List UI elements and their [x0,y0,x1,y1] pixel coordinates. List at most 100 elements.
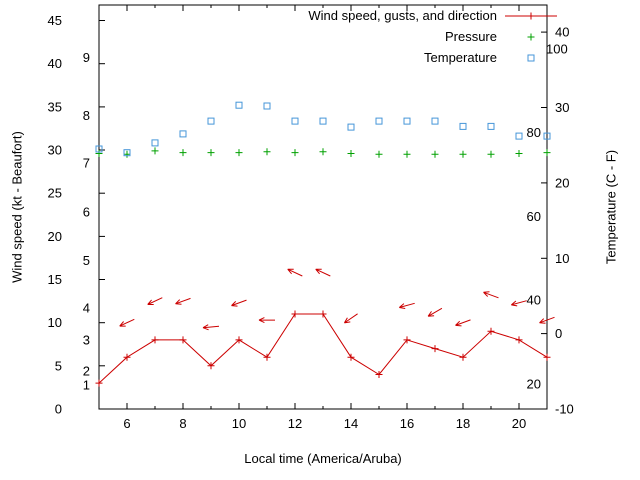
fahrenheit-scale-label: 80 [527,125,541,140]
beaufort-scale-label: 8 [83,108,90,123]
temperature-marker [207,117,215,125]
gust-direction-arrow [147,297,163,305]
wind-marker [123,353,131,361]
pressure-marker [123,150,131,158]
y-left-tick-label: 10 [48,315,62,330]
temperature-marker [487,122,495,130]
temperature-marker [123,149,131,157]
wind-marker [319,310,327,318]
wind-marker [403,336,411,344]
x-tick-label: 14 [344,416,358,431]
temperature-marker [431,117,439,125]
pressure-marker [207,149,215,157]
gust-direction-arrow [539,316,555,324]
x-tick-label: 20 [512,416,526,431]
y-left-tick-label: 45 [48,13,62,28]
legend-marker-pressure [503,30,559,44]
pressure-marker [515,150,523,157]
y-left-tick-label: 15 [48,272,62,287]
temperature-marker [263,102,271,110]
legend-item-wind: Wind speed, gusts, and direction [308,5,559,26]
y-right-tick-label: 20 [555,175,569,190]
x-tick-label: 6 [123,416,130,431]
beaufort-scale-label: 5 [83,253,90,268]
fahrenheit-scale-label: 20 [527,376,541,391]
y-left-tick-label: 30 [48,143,62,158]
wind-marker [515,336,523,344]
temperature-marker [375,117,383,125]
wind-line [98,313,548,384]
pressure-marker [151,147,159,155]
wind-marker [179,336,187,344]
gust-direction-arrow [287,268,303,277]
legend-marker-temperature [503,51,559,65]
gust-direction-arrow [175,297,191,305]
beaufort-scale-label: 3 [83,332,90,347]
beaufort-scale-label: 4 [83,301,90,316]
legend-marker-glyph [527,54,535,61]
y-right-tick-label: 40 [555,25,569,40]
pressure-marker [487,150,495,158]
pressure-marker [543,149,551,157]
pressure-marker [235,149,243,157]
y-left-tick-label: 20 [48,229,62,244]
temperature-marker [291,117,299,125]
gust-direction-arrow [231,299,247,307]
legend-item-temperature: Temperature [308,47,559,68]
y-right-tick-label: -10 [555,402,574,417]
temperature-marker [319,117,327,125]
legend-label-temperature: Temperature [424,50,497,65]
temperature-marker [151,139,159,147]
temperature-marker [235,101,243,109]
y-left-tick-label: 0 [55,402,62,417]
gust-direction-arrow [315,268,331,277]
beaufort-scale-label: 6 [83,205,90,220]
pressure-marker [431,150,439,158]
legend-marker-wind [503,9,559,23]
pressure-marker [319,148,327,156]
temperature-marker [403,117,411,125]
temperature-marker [95,145,103,153]
beaufort-scale-label: 1 [83,377,90,392]
beaufort-scale-label: 7 [83,156,90,171]
tick-labels: 6 8 10 12 14 16 18 20051015202530354045-1001020… [48,13,574,431]
gust-direction-arrow [202,324,220,331]
axes [98,4,548,410]
wind-gust-arrows [119,268,555,331]
wind-marker [263,353,271,361]
x-tick-label: 12 [288,416,302,431]
y-right-tick-label: 0 [555,326,562,341]
wind-marker [235,336,243,344]
wind-marker [487,327,495,335]
wind-marker [459,353,467,361]
wind-series [95,310,551,387]
legend-label-pressure: Pressure [444,29,497,44]
x-axis-title: Local time (America/Aruba) [244,451,402,466]
fahrenheit-scale-label: 60 [527,209,541,224]
pressure-marker [291,149,299,157]
y-left-tick-label: 35 [48,99,62,114]
temperature-marker [347,123,355,131]
x-tick-label: 10 [232,416,246,431]
y-left-tick-label: 40 [48,56,62,71]
fahrenheit-scale-label: 100 [546,41,568,56]
pressure-marker [459,150,467,158]
beaufort-scale-label: 9 [83,50,90,65]
gust-direction-arrow [398,302,415,309]
gust-direction-arrow [119,318,135,327]
y-left-tick-label: 5 [55,358,62,373]
x-tick-label: 18 [456,416,470,431]
gust-direction-arrow [258,317,275,324]
legend-marker-glyph [505,12,557,19]
legend-item-pressure: Pressure [308,26,559,47]
x-tick-label: 16 [400,416,414,431]
y-right-tick-label: 30 [555,100,569,115]
pressure-marker [179,149,187,157]
gust-direction-arrow [483,291,499,299]
pressure-marker [403,150,411,158]
wind-marker [95,379,103,387]
wind-marker [375,371,383,378]
temperature-marker [515,132,523,140]
pressure-series [95,147,551,158]
